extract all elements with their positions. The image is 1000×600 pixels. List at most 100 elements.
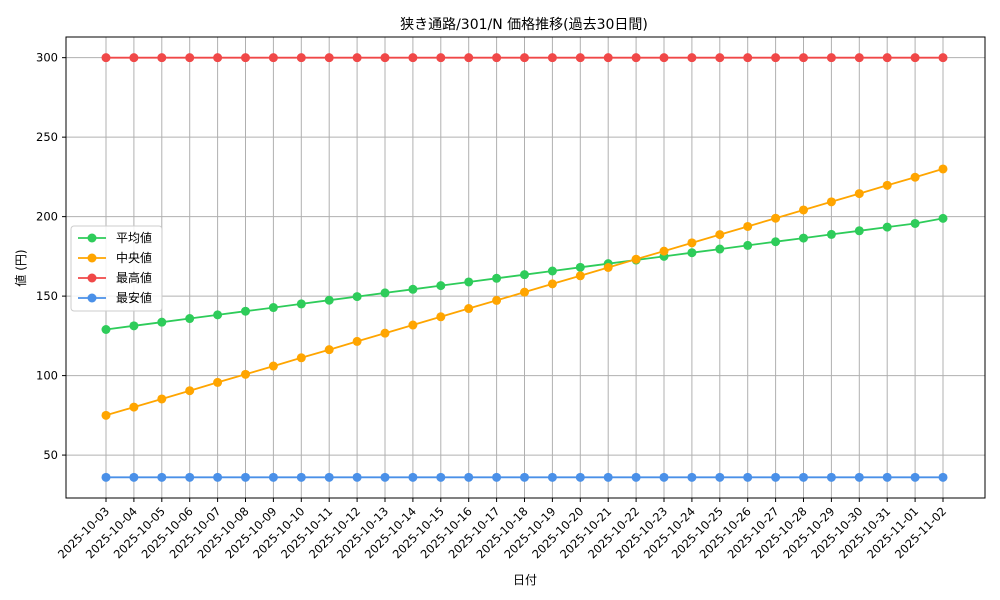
data-point (213, 53, 223, 63)
series-2 (101, 53, 948, 63)
y-tick-label: 250 (36, 130, 58, 144)
y-tick-label: 150 (36, 289, 58, 303)
data-point (268, 303, 278, 313)
data-point (129, 53, 139, 63)
legend-label: 最高値 (116, 270, 152, 285)
data-point (687, 472, 697, 482)
series-0 (101, 213, 948, 334)
data-point (101, 324, 111, 334)
data-point (492, 472, 502, 482)
data-point (296, 353, 306, 363)
y-axis-label: 値 (円) (13, 249, 28, 286)
legend-marker (87, 293, 97, 303)
data-point (380, 53, 390, 63)
data-point (185, 386, 195, 396)
data-point (575, 271, 585, 281)
y-tick-label: 300 (36, 51, 58, 65)
data-point (324, 472, 334, 482)
data-point (547, 279, 557, 289)
data-point (575, 472, 585, 482)
data-point (464, 304, 474, 314)
data-point (185, 314, 195, 324)
data-point (464, 472, 474, 482)
data-point (380, 328, 390, 338)
data-point (938, 164, 948, 174)
data-point (743, 221, 753, 231)
data-point (547, 472, 557, 482)
data-point (352, 336, 362, 346)
data-point (213, 310, 223, 320)
data-point (520, 472, 529, 482)
data-point (771, 213, 781, 223)
legend-marker (87, 273, 97, 283)
data-point (408, 53, 418, 63)
data-point (938, 53, 948, 63)
data-point (464, 277, 474, 287)
data-point (408, 472, 418, 482)
data-point (743, 240, 753, 250)
data-point (603, 53, 613, 63)
data-point (241, 53, 250, 63)
legend-item: 最安値 (78, 290, 152, 305)
data-point (575, 53, 585, 63)
data-point (129, 472, 139, 482)
data-point (659, 53, 669, 63)
data-point (352, 53, 362, 63)
data-point (575, 262, 585, 272)
data-point (268, 472, 278, 482)
legend-box (70, 225, 163, 312)
data-point (882, 180, 892, 190)
data-point (492, 273, 502, 283)
data-point (213, 472, 223, 482)
data-point (296, 472, 306, 482)
data-point (854, 226, 864, 236)
data-point (715, 472, 725, 482)
data-point (520, 287, 529, 297)
legend-item: 中央値 (78, 250, 152, 265)
legend-label: 平均値 (116, 230, 152, 245)
data-point (659, 472, 669, 482)
legend-label: 最安値 (116, 290, 152, 305)
legend-marker (87, 233, 97, 243)
data-point (799, 205, 808, 215)
data-point (771, 472, 781, 482)
data-point (185, 53, 195, 63)
series-group (101, 53, 948, 482)
data-point (631, 254, 641, 264)
data-point (408, 320, 418, 330)
data-point (826, 472, 836, 482)
series-3 (101, 472, 948, 482)
data-point (687, 248, 697, 258)
data-point (910, 472, 920, 482)
data-point (910, 218, 920, 228)
data-point (296, 53, 306, 63)
data-point (436, 472, 446, 482)
data-point (603, 472, 613, 482)
data-point (547, 53, 557, 63)
legend-item: 平均値 (78, 230, 152, 245)
data-point (241, 472, 250, 482)
data-point (826, 53, 836, 63)
data-point (241, 306, 250, 316)
data-point (157, 472, 167, 482)
data-point (799, 472, 808, 482)
data-point (352, 472, 362, 482)
data-point (854, 189, 864, 199)
data-point (101, 53, 111, 63)
data-point (101, 410, 111, 420)
data-point (520, 53, 529, 63)
data-point (157, 53, 167, 63)
data-point (296, 299, 306, 309)
data-point (603, 263, 613, 272)
data-point (882, 53, 892, 63)
legend-item: 最高値 (78, 270, 152, 285)
data-point (436, 53, 446, 63)
data-point (743, 53, 753, 63)
data-point (464, 53, 474, 63)
data-point (213, 377, 223, 387)
data-point (157, 394, 167, 404)
data-point (910, 172, 920, 182)
data-point (938, 472, 948, 482)
data-point (631, 472, 641, 482)
